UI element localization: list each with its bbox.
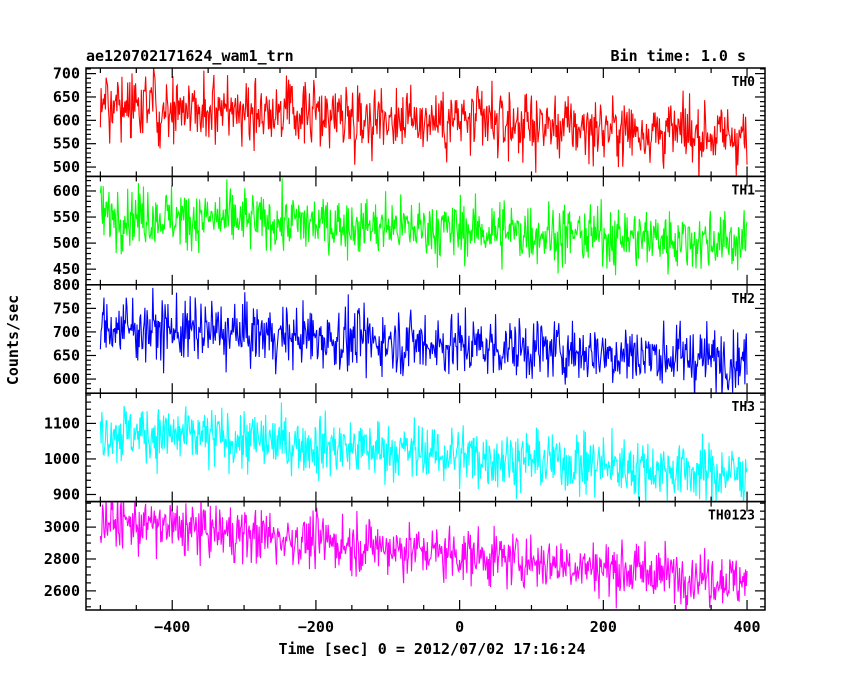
y-tick-label: 600 [53,111,80,129]
x-axis-title: Time [sec] 0 = 2012/07/02 17:16:24 [278,640,585,658]
y-tick-label: 600 [53,370,80,388]
y-tick-label: 600 [53,182,80,200]
series-line-th0123 [99,501,748,611]
y-tick-label: 550 [53,135,80,153]
bin-time-label: Bin time: 1.0 s [611,47,746,65]
panel-label-th3: TH3 [732,400,755,415]
x-axis: −400 −200 0 200 400 [154,618,760,636]
y-tick-label: 3000 [44,518,80,536]
y-tick-label: 700 [53,323,80,341]
panel-th3: 900 1000 1100 TH3 [44,392,766,503]
series-line-th0 [99,68,748,177]
panel-th2: 600 650 700 750 800 TH2 [53,276,766,394]
series-line-th1 [99,178,748,276]
y-tick-label: 900 [53,485,80,503]
panel-frame [85,500,766,611]
y-tick-label: 650 [53,88,80,106]
y-tick-label: 1100 [44,414,80,432]
panel-th0: 500 550 600 650 700 TH0 [53,65,766,178]
y-tick-label: 450 [53,260,80,278]
y-tick-label: 800 [53,276,80,294]
x-tick-label: 400 [733,618,760,636]
series-line-th2 [99,287,748,394]
y-tick-label: 1000 [44,450,80,468]
panel-label-th0: TH0 [732,75,756,90]
x-tick-label: 0 [455,618,464,636]
y-tick-label: 700 [53,65,80,83]
x-tick-label: −400 [154,618,190,636]
panel-label-th0123: TH0123 [708,509,755,524]
panel-label-th1: TH1 [732,183,756,198]
y-tick-label: 750 [53,299,80,317]
panel-label-th2: TH2 [732,292,755,307]
y-tick-label: 2600 [44,582,80,600]
panel-th0123: 2600 2800 3000 TH0123 [44,500,766,611]
y-tick-label: 500 [53,158,80,176]
y-tick-label: 650 [53,346,80,364]
y-tick-label: 500 [53,234,80,252]
panels-group: 500 550 600 650 700 TH0 450 500 550 600 TH1 600 650 7… [44,65,766,611]
y-axis-title: Counts/sec [4,295,22,385]
panel-th1: 450 500 550 600 TH1 [53,175,766,286]
x-tick-label: −200 [298,618,334,636]
y-tick-label: 2800 [44,550,80,568]
y-tick-label: 550 [53,208,80,226]
series-line-th3 [99,402,748,502]
chart-title: ae120702171624_wam1_trn [86,47,294,65]
x-tick-label: 200 [590,618,617,636]
